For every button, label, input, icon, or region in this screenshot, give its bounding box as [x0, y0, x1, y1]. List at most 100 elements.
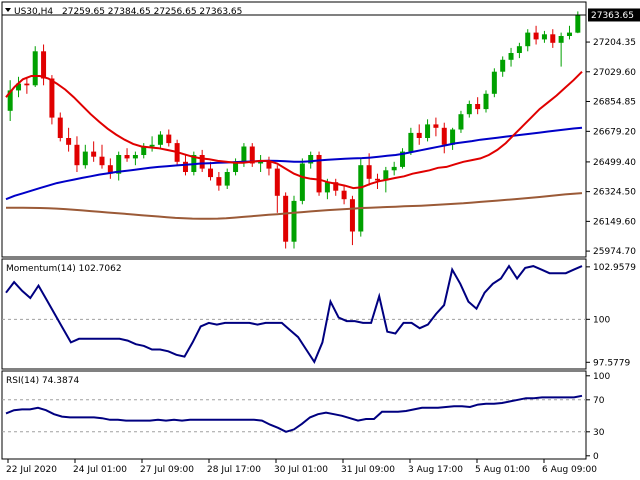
candle-body[interactable] [74, 144, 80, 166]
candle-body[interactable] [466, 104, 472, 115]
price-pane[interactable]: 27204.35 27029.60 26854.85 26679.20 26499.40… [1, 1, 640, 258]
current-price-label: 27363.65 [591, 11, 634, 21]
candle-body[interactable] [475, 104, 481, 110]
candle-body[interactable] [216, 177, 222, 186]
indicator-tick-label: 102.9579 [593, 263, 636, 273]
candle-body[interactable] [391, 166, 397, 171]
candle-body[interactable] [208, 168, 214, 178]
indicator-tick-label: 100 [593, 372, 610, 382]
candle-body[interactable] [450, 129, 456, 145]
ma-red-line [5, 70, 583, 190]
candle-body[interactable] [416, 132, 422, 138]
candle-body[interactable] [358, 165, 364, 232]
time-tick-label: 3 Aug 17:00 [408, 465, 463, 475]
candle-body[interactable] [7, 90, 13, 111]
price-tick-label: 26679.20 [593, 127, 636, 137]
indicator-tick-label: 0 [593, 452, 599, 462]
candle-body[interactable] [566, 32, 572, 36]
collapse-arrow-icon[interactable] [5, 8, 11, 12]
candle-body[interactable] [400, 151, 406, 167]
candle-body[interactable] [116, 155, 122, 174]
candle-body[interactable] [341, 190, 347, 200]
candle-body[interactable] [433, 124, 439, 128]
candle-body[interactable] [16, 83, 22, 91]
candle-body[interactable] [283, 195, 289, 242]
momentum-line [5, 264, 583, 365]
candle-body[interactable] [49, 78, 55, 118]
candle-body[interactable] [366, 165, 372, 179]
candle-body[interactable] [241, 146, 247, 162]
candle-body[interactable] [107, 165, 113, 174]
candle-body[interactable] [166, 134, 172, 144]
rsi-title: RSI(14) 74.3874 [6, 376, 79, 386]
time-tick-label: 6 Aug 09:00 [542, 465, 597, 475]
candle-body[interactable] [441, 127, 447, 145]
candle-body[interactable] [124, 155, 130, 159]
candle-body[interactable] [483, 93, 489, 110]
indicator-tick-label: 70 [593, 396, 605, 406]
symbol-title: US30,H4 [14, 7, 53, 17]
ma-blue-line [5, 126, 583, 201]
indicator-tick-label: 100 [593, 315, 610, 325]
candle-body[interactable] [32, 51, 38, 86]
candle-body[interactable] [308, 155, 314, 164]
candle-body[interactable] [266, 160, 272, 169]
candle-body[interactable] [525, 32, 531, 47]
price-tick-label: 26499.40 [593, 158, 636, 168]
price-axis: 27204.35 27029.60 26854.85 26679.20 26499.40… [586, 38, 636, 257]
candle-body[interactable] [41, 51, 47, 79]
rsi-line [5, 394, 583, 433]
candle-body[interactable] [516, 46, 522, 53]
price-pane-frame [1, 1, 587, 258]
candle-body[interactable] [333, 182, 339, 191]
candle-body[interactable] [141, 146, 147, 156]
candle-body[interactable] [558, 36, 564, 43]
ohlc-readout: 27259.65 27384.65 27256.65 27363.65 [62, 7, 242, 17]
candle-body[interactable] [132, 155, 138, 159]
ma-brown-line [6, 192, 583, 220]
candle-body[interactable] [224, 172, 230, 186]
candle-body[interactable] [541, 34, 547, 40]
rsi-levels [2, 399, 586, 433]
candle-body[interactable] [99, 156, 105, 166]
price-tick-label: 26149.60 [593, 217, 636, 227]
price-tick-label: 25974.70 [593, 247, 636, 257]
candle-body[interactable] [24, 83, 30, 86]
candle-body[interactable] [324, 182, 330, 193]
time-tick-label: 5 Aug 01:00 [475, 465, 530, 475]
candle-body[interactable] [57, 117, 63, 138]
indicator-tick-label: 30 [593, 428, 605, 438]
candle-body[interactable] [491, 71, 497, 94]
candle-body[interactable] [383, 170, 389, 181]
candle-body[interactable] [374, 178, 380, 181]
candle-body[interactable] [199, 155, 205, 169]
indicator-tick-label: 97.5779 [593, 358, 630, 368]
time-axis: 22 Jul 2020 24 Jul 01:00 27 Jul 09:00 28 Ju… [6, 459, 597, 475]
candle-body[interactable] [500, 59, 506, 72]
candle-body[interactable] [66, 138, 72, 145]
momentum-axis: 102.9579 100 97.5779 [586, 263, 636, 368]
candle-body[interactable] [291, 200, 297, 242]
momentum-pane[interactable]: 102.9579 100 97.5779 Momentum(14) 102.7062 [1, 258, 636, 370]
candle-body[interactable] [299, 163, 305, 201]
candle-body[interactable] [575, 14, 581, 33]
candle-body[interactable] [316, 155, 322, 193]
candle-body[interactable] [182, 161, 188, 172]
candle-body[interactable] [349, 199, 355, 232]
candle-body[interactable] [458, 114, 464, 130]
candle-body[interactable] [425, 124, 431, 138]
candle-body[interactable] [508, 53, 514, 60]
rsi-pane[interactable]: 100 70 30 0 RSI(14) 74.3874 [1, 370, 610, 462]
candle-body[interactable] [533, 32, 539, 40]
candle-body[interactable] [82, 151, 88, 166]
candle-body[interactable] [408, 132, 414, 152]
candle-body[interactable] [91, 151, 97, 157]
candle-body[interactable] [550, 34, 556, 43]
candle-body[interactable] [157, 134, 163, 145]
candle-body[interactable] [233, 161, 239, 172]
candle-body[interactable] [149, 144, 155, 147]
candle-body[interactable] [249, 146, 255, 164]
candle-body[interactable] [274, 168, 280, 196]
